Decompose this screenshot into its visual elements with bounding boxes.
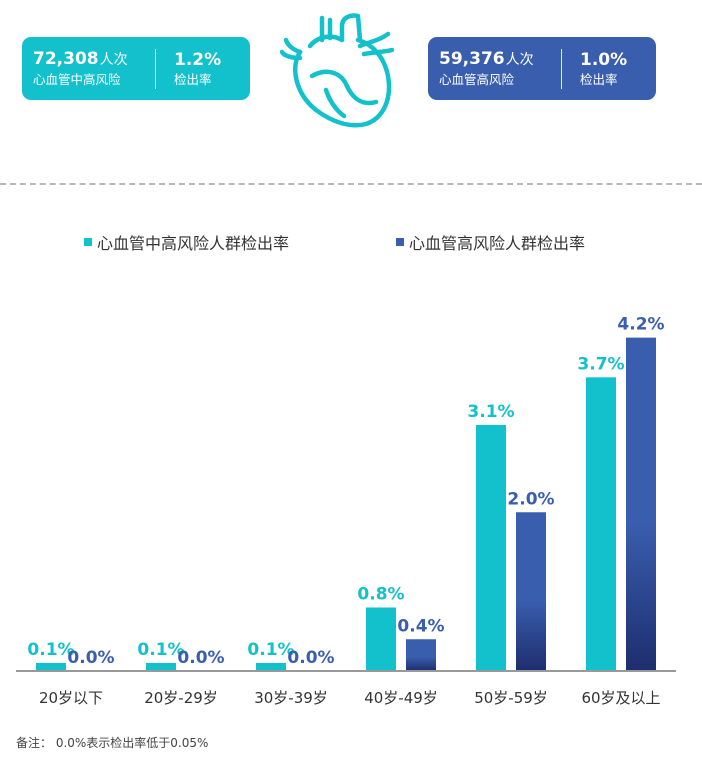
- data-label: 4.2%: [617, 315, 664, 335]
- x-tick-label: 60岁及以上: [581, 689, 660, 707]
- stat-rate-block: 1.2% 检出率: [174, 50, 221, 88]
- stat-rate-label: 检出率: [580, 71, 618, 87]
- stat-count-unit: 人次: [99, 52, 128, 68]
- data-label: 3.7%: [577, 354, 624, 374]
- chart-legend: 心血管中高风险人群检出率 心血管高风险人群检出率: [0, 230, 702, 254]
- stat-rate-value: 1.2%: [174, 49, 222, 70]
- stat-rate-label: 检出率: [174, 71, 212, 87]
- legend-swatch-blue: [396, 238, 404, 246]
- bar-mid-high-risk: [146, 663, 176, 671]
- x-tick-label: 20岁以下: [39, 689, 103, 707]
- legend-item-high-risk: 心血管高风险人群检出率: [396, 230, 585, 254]
- data-label: 0.1%: [137, 640, 184, 660]
- data-label: 0.0%: [287, 648, 334, 668]
- stat-count-block: 59,376人次 心血管高风险: [439, 49, 557, 88]
- data-label: 0.1%: [27, 640, 74, 660]
- bar-high-risk: [516, 512, 546, 671]
- bar-mid-high-risk: [586, 377, 616, 671]
- data-label: 0.4%: [397, 616, 444, 636]
- bar-mid-high-risk: [366, 607, 396, 671]
- bar-mid-high-risk: [476, 424, 506, 671]
- stat-count-label: 心血管中高风险: [33, 72, 121, 87]
- data-label: 0.0%: [177, 648, 224, 668]
- legend-item-mid-high-risk: 心血管中高风险人群检出率: [84, 230, 289, 254]
- x-tick-label: 50岁-59岁: [474, 689, 548, 707]
- bar-mid-high-risk: [36, 663, 66, 671]
- stat-divider: [561, 48, 562, 89]
- data-label: 0.0%: [67, 648, 114, 668]
- stat-rate-value: 1.0%: [580, 49, 628, 70]
- section-divider: [0, 183, 702, 185]
- bar-high-risk: [626, 337, 656, 671]
- data-label: 2.0%: [507, 489, 554, 509]
- data-label: 0.8%: [357, 585, 404, 605]
- stat-divider: [155, 48, 156, 89]
- stat-count-value: 72,308: [33, 49, 99, 69]
- stat-count-value: 59,376: [439, 49, 505, 69]
- legend-label: 心血管高风险人群检出率: [409, 234, 586, 253]
- bar-mid-high-risk: [256, 663, 286, 671]
- heart-icon: [280, 13, 395, 128]
- stat-count-unit: 人次: [505, 52, 534, 68]
- stat-rate-block: 1.0% 检出率: [580, 50, 627, 88]
- legend-swatch-teal: [84, 238, 92, 246]
- x-tick-label: 40岁-49岁: [364, 689, 438, 707]
- stat-count-label: 心血管高风险: [439, 72, 515, 87]
- bar-high-risk: [406, 639, 436, 671]
- stat-card-high-risk: 59,376人次 心血管高风险 1.0% 检出率: [428, 37, 656, 100]
- footnote: 备注： 0.0%表示检出率低于0.05%: [16, 736, 209, 750]
- stat-count-block: 72,308人次 心血管中高风险: [33, 49, 151, 88]
- x-tick-label: 20岁-29岁: [144, 689, 218, 707]
- bar-chart: 0.1%0.0%20岁以下0.1%0.0%20岁-29岁0.1%0.0%30岁-…: [16, 315, 676, 707]
- stat-card-mid-high-risk: 72,308人次 心血管中高风险 1.2% 检出率: [22, 37, 250, 100]
- legend-label: 心血管中高风险人群检出率: [97, 234, 290, 253]
- data-label: 3.1%: [467, 402, 514, 422]
- data-label: 0.1%: [247, 640, 294, 660]
- x-tick-label: 30岁-39岁: [254, 689, 328, 707]
